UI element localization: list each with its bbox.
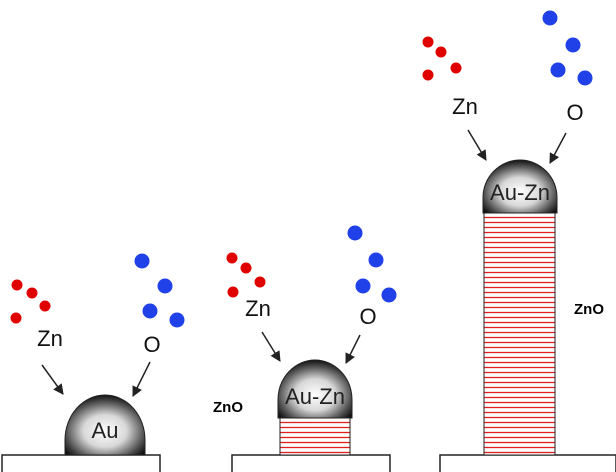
catalyst-label: Au-Zn (490, 180, 550, 205)
wire-label: ZnO (574, 301, 604, 318)
diagram: Au Zn O Au-Zn ZnO Zn O (0, 0, 616, 472)
zn-atoms (227, 253, 266, 298)
zn-label: Zn (37, 326, 63, 351)
o-label: O (143, 332, 160, 357)
catalyst-label: Au (92, 418, 119, 443)
o-atoms (543, 11, 593, 86)
nanowire (484, 210, 555, 455)
catalyst-label: Au-Zn (285, 384, 345, 409)
arrow (468, 130, 486, 160)
zn-atoms (423, 37, 462, 81)
panel-3: Au-Zn ZnO Zn O (423, 11, 616, 472)
arrow (262, 332, 280, 361)
o-atoms (135, 254, 185, 328)
substrate (2, 455, 160, 472)
arrow (346, 335, 360, 363)
wire-label: ZnO (213, 399, 243, 416)
arrow (550, 133, 566, 163)
zn-label: Zn (452, 94, 478, 119)
panel-1: Au Zn O (2, 254, 185, 472)
panel-2: Au-Zn ZnO Zn O (213, 226, 397, 472)
nanowire (280, 416, 350, 455)
o-atoms (348, 226, 397, 303)
arrow (133, 362, 150, 396)
substrate (232, 455, 390, 472)
arrow (42, 365, 63, 394)
zn-label: Zn (245, 296, 271, 321)
o-label: O (359, 304, 376, 329)
substrate (440, 455, 616, 472)
o-label: O (566, 100, 583, 125)
zn-atoms (11, 280, 51, 324)
